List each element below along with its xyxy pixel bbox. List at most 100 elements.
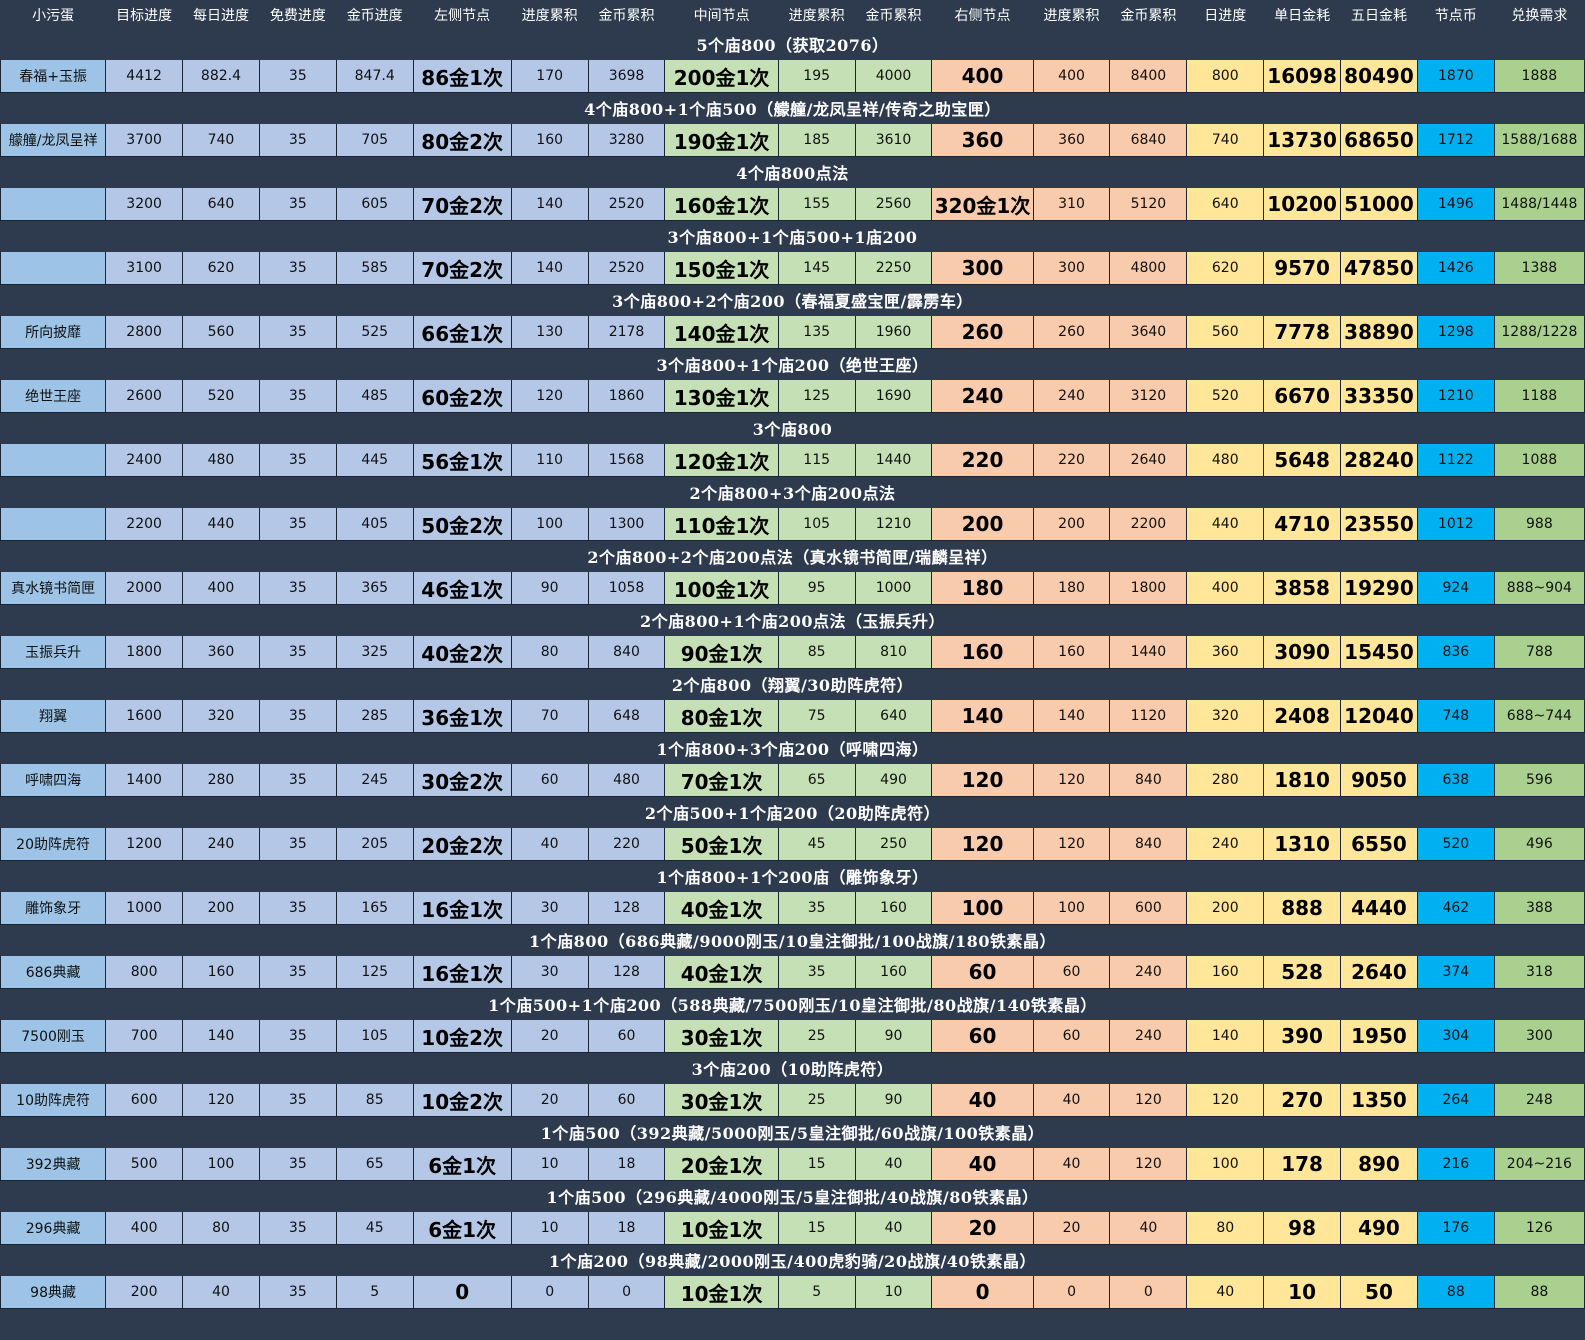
table-cell[interactable]: 240 <box>1109 955 1188 989</box>
table-cell[interactable]: 0 <box>412 1275 512 1309</box>
table-cell[interactable]: 155 <box>777 187 856 221</box>
table-cell[interactable]: 1860 <box>587 379 666 413</box>
table-cell[interactable]: 165 <box>335 891 414 925</box>
table-cell[interactable]: 688~744 <box>1493 699 1585 733</box>
table-cell[interactable]: 195 <box>777 59 856 93</box>
table-cell[interactable]: 490 <box>1340 1211 1418 1245</box>
table-cell[interactable]: 285 <box>335 699 414 733</box>
table-cell[interactable]: 10 <box>1263 1275 1342 1309</box>
table-cell[interactable]: 40 <box>182 1275 260 1309</box>
table-cell[interactable]: 35 <box>258 1147 337 1181</box>
table-cell[interactable]: 60 <box>510 763 589 797</box>
table-cell[interactable]: 126 <box>1493 1211 1585 1245</box>
table-cell[interactable]: 95 <box>777 571 856 605</box>
table-cell[interactable]: 130 <box>510 315 589 349</box>
table-cell[interactable]: 75 <box>777 699 856 733</box>
table-cell[interactable]: 35 <box>258 1019 337 1053</box>
section-title[interactable]: 1个庙800+3个庙200（呼啸四海） <box>0 732 1585 764</box>
table-cell[interactable]: 220 <box>587 827 666 861</box>
table-cell[interactable]: 1058 <box>587 571 666 605</box>
row-name-cell[interactable]: 呼啸四海 <box>0 763 107 797</box>
table-cell[interactable]: 640 <box>182 187 260 221</box>
table-cell[interactable]: 2560 <box>854 187 933 221</box>
table-cell[interactable]: 60 <box>1032 1019 1111 1053</box>
table-cell[interactable]: 2200 <box>105 507 184 541</box>
row-name-cell[interactable] <box>0 187 107 221</box>
table-cell[interactable]: 585 <box>335 251 414 285</box>
table-cell[interactable]: 128 <box>587 891 666 925</box>
table-cell[interactable]: 85 <box>777 635 856 669</box>
table-cell[interactable]: 35 <box>258 763 337 797</box>
table-cell[interactable]: 10金1次 <box>664 1211 779 1245</box>
column-header[interactable]: 每日进度 <box>182 0 260 29</box>
table-cell[interactable]: 30金1次 <box>664 1019 779 1053</box>
table-cell[interactable]: 3610 <box>854 123 933 157</box>
table-cell[interactable]: 35 <box>777 955 856 989</box>
table-cell[interactable]: 145 <box>777 251 856 285</box>
table-cell[interactable]: 35 <box>258 891 337 925</box>
table-cell[interactable]: 4800 <box>1109 251 1188 285</box>
table-cell[interactable]: 490 <box>854 763 933 797</box>
table-cell[interactable]: 525 <box>335 315 414 349</box>
table-cell[interactable]: 10 <box>510 1147 589 1181</box>
table-cell[interactable]: 125 <box>777 379 856 413</box>
table-cell[interactable]: 35 <box>258 187 337 221</box>
table-cell[interactable]: 1120 <box>1109 699 1188 733</box>
table-cell[interactable]: 20金1次 <box>664 1147 779 1181</box>
table-cell[interactable]: 140 <box>182 1019 260 1053</box>
table-cell[interactable]: 3698 <box>587 59 666 93</box>
table-cell[interactable]: 80490 <box>1340 59 1418 93</box>
table-cell[interactable]: 250 <box>854 827 933 861</box>
table-cell[interactable]: 1440 <box>1109 635 1188 669</box>
table-cell[interactable]: 620 <box>182 251 260 285</box>
column-header[interactable]: 金币累积 <box>587 0 666 29</box>
table-cell[interactable]: 115 <box>777 443 856 477</box>
table-cell[interactable]: 2408 <box>1263 699 1342 733</box>
table-cell[interactable]: 220 <box>931 443 1034 477</box>
table-cell[interactable]: 180 <box>931 571 1034 605</box>
table-cell[interactable]: 68650 <box>1340 123 1418 157</box>
table-cell[interactable]: 90 <box>510 571 589 605</box>
table-cell[interactable]: 128 <box>587 955 666 989</box>
table-cell[interactable]: 35 <box>258 251 337 285</box>
table-cell[interactable]: 35 <box>258 571 337 605</box>
table-cell[interactable]: 15450 <box>1340 635 1418 669</box>
table-cell[interactable]: 160 <box>1186 955 1265 989</box>
table-cell[interactable]: 360 <box>1032 123 1111 157</box>
table-cell[interactable]: 1960 <box>854 315 933 349</box>
table-cell[interactable]: 35 <box>258 123 337 157</box>
table-cell[interactable]: 1488/1448 <box>1493 187 1585 221</box>
table-cell[interactable]: 300 <box>1032 251 1111 285</box>
table-cell[interactable]: 3280 <box>587 123 666 157</box>
table-cell[interactable]: 100 <box>1186 1147 1265 1181</box>
table-cell[interactable]: 90 <box>854 1083 933 1117</box>
table-cell[interactable]: 2600 <box>105 379 184 413</box>
row-name-cell[interactable]: 翔翼 <box>0 699 107 733</box>
table-cell[interactable]: 140 <box>510 187 589 221</box>
table-cell[interactable]: 35 <box>258 59 337 93</box>
table-cell[interactable]: 120 <box>931 827 1034 861</box>
table-cell[interactable]: 105 <box>335 1019 414 1053</box>
table-cell[interactable]: 35 <box>258 379 337 413</box>
table-cell[interactable]: 100 <box>510 507 589 541</box>
table-cell[interactable]: 20 <box>1032 1211 1111 1245</box>
section-title[interactable]: 1个庙200（98典藏/2000刚玉/400虎豹骑/20战旗/40铁素晶） <box>0 1244 1585 1276</box>
table-cell[interactable]: 20 <box>510 1019 589 1053</box>
table-cell[interactable]: 20金2次 <box>412 827 512 861</box>
row-name-cell[interactable]: 686典藏 <box>0 955 107 989</box>
table-cell[interactable]: 40 <box>510 827 589 861</box>
table-cell[interactable]: 520 <box>1186 379 1265 413</box>
table-cell[interactable]: 1712 <box>1416 123 1495 157</box>
table-cell[interactable]: 13730 <box>1263 123 1342 157</box>
table-cell[interactable]: 240 <box>182 827 260 861</box>
table-cell[interactable]: 135 <box>777 315 856 349</box>
table-cell[interactable]: 360 <box>931 123 1034 157</box>
table-cell[interactable]: 2520 <box>587 187 666 221</box>
column-header[interactable]: 金币进度 <box>335 0 414 29</box>
table-cell[interactable]: 6550 <box>1340 827 1418 861</box>
table-cell[interactable]: 50金2次 <box>412 507 512 541</box>
table-cell[interactable]: 1800 <box>105 635 184 669</box>
table-cell[interactable]: 40 <box>854 1211 933 1245</box>
table-cell[interactable]: 440 <box>1186 507 1265 541</box>
table-cell[interactable]: 1088 <box>1493 443 1585 477</box>
